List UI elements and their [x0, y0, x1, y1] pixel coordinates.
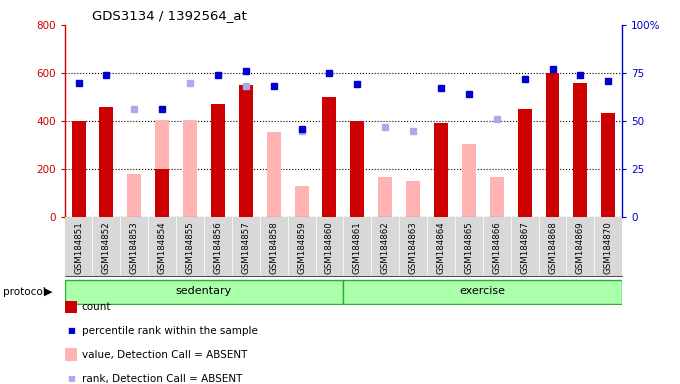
Text: GDS3134 / 1392564_at: GDS3134 / 1392564_at — [92, 9, 248, 22]
Bar — [183, 120, 197, 217]
Bar — [211, 104, 225, 217]
Text: rank, Detection Call = ABSENT: rank, Detection Call = ABSENT — [82, 374, 242, 384]
Text: GSM184869: GSM184869 — [576, 222, 585, 274]
Text: count: count — [82, 302, 111, 312]
Bar — [490, 177, 504, 217]
Bar — [65, 280, 343, 304]
Bar — [127, 174, 141, 217]
Bar — [517, 109, 532, 217]
Text: ■: ■ — [67, 326, 75, 335]
Text: GSM184857: GSM184857 — [241, 222, 250, 275]
Bar — [601, 113, 615, 217]
Text: GSM184863: GSM184863 — [409, 222, 418, 275]
Text: GSM184853: GSM184853 — [130, 222, 139, 275]
Text: GSM184868: GSM184868 — [548, 222, 557, 275]
Text: GSM184866: GSM184866 — [492, 222, 501, 275]
Text: value, Detection Call = ABSENT: value, Detection Call = ABSENT — [82, 350, 247, 360]
Text: GSM184867: GSM184867 — [520, 222, 529, 275]
Bar — [71, 121, 86, 217]
Text: GSM184859: GSM184859 — [297, 222, 306, 274]
Bar — [239, 85, 253, 217]
Bar — [350, 121, 364, 217]
Text: GSM184851: GSM184851 — [74, 222, 83, 275]
Bar — [99, 107, 114, 217]
Text: percentile rank within the sample: percentile rank within the sample — [82, 326, 258, 336]
Text: GSM184856: GSM184856 — [214, 222, 222, 275]
Text: GSM184858: GSM184858 — [269, 222, 278, 275]
Bar — [434, 123, 448, 217]
Text: GSM184862: GSM184862 — [381, 222, 390, 275]
Text: protocol: protocol — [3, 287, 46, 297]
Text: ■: ■ — [67, 374, 75, 383]
Bar — [406, 181, 420, 217]
Text: exercise: exercise — [460, 286, 506, 296]
Bar — [155, 169, 169, 217]
Text: GSM184864: GSM184864 — [437, 222, 445, 275]
Text: GSM184865: GSM184865 — [464, 222, 473, 275]
Text: sedentary: sedentary — [176, 286, 232, 296]
Bar — [573, 83, 588, 217]
Text: GSM184861: GSM184861 — [353, 222, 362, 275]
Bar — [462, 144, 476, 217]
Bar — [322, 97, 337, 217]
Bar — [343, 280, 622, 304]
Bar — [378, 177, 392, 217]
Text: GSM184854: GSM184854 — [158, 222, 167, 275]
Text: GSM184855: GSM184855 — [186, 222, 194, 275]
Bar — [294, 186, 309, 217]
Text: GSM184870: GSM184870 — [604, 222, 613, 275]
Text: GSM184860: GSM184860 — [325, 222, 334, 275]
Text: GSM184852: GSM184852 — [102, 222, 111, 275]
Bar — [267, 132, 281, 217]
Bar — [545, 73, 560, 217]
Bar — [155, 120, 169, 217]
Text: ▶: ▶ — [44, 287, 53, 297]
